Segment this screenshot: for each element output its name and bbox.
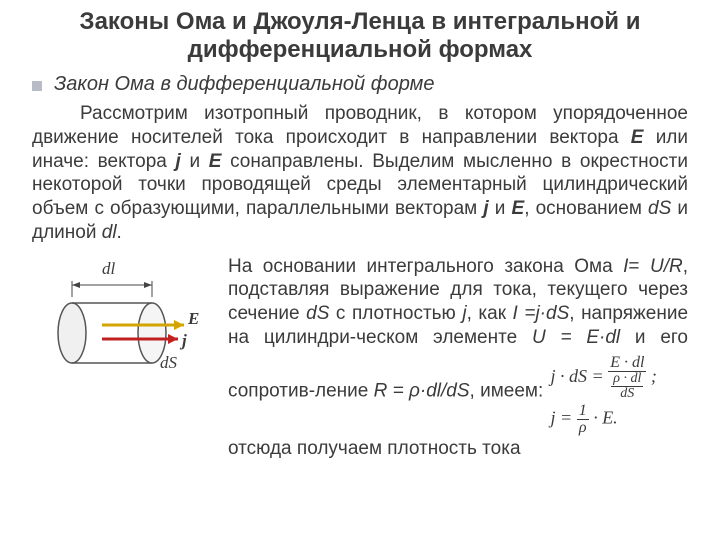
eq1-num: E · dl: [608, 355, 646, 372]
cylinder-svg: [32, 255, 212, 405]
eq2-den: ρ: [577, 420, 589, 436]
eq-line-2: j = 1 ρ · E.: [551, 403, 657, 436]
figure-cylinder: dl E j dS: [32, 255, 212, 405]
eq1-lhs: j · dS =: [551, 366, 604, 386]
eq1-semicolon: ;: [651, 366, 657, 386]
fig-label-j: j: [182, 331, 187, 351]
fig-label-E: E: [188, 309, 199, 329]
main-paragraph: Рассмотрим изотропный проводник, в котор…: [32, 102, 688, 245]
lower-text-column: На основании интегрального закона Ома I=…: [228, 255, 688, 461]
subtitle-row: Закон Ома в дифференциальной форме: [32, 73, 688, 96]
eq1-den-den: dS: [618, 387, 636, 401]
eq-line-1: j · dS = E · dl ρ · dl dS ;: [551, 355, 657, 401]
lower-section: dl E j dS На основании интегрального зак…: [32, 255, 688, 461]
equation-block: j · dS = E · dl ρ · dl dS ; j =: [551, 354, 657, 437]
eq2-frac: 1 ρ: [577, 403, 589, 436]
subtitle-text: Закон Ома в дифференциальной форме: [54, 73, 435, 96]
fig-label-dl: dl: [102, 259, 115, 279]
eq1-frac-inner: ρ · dl dS: [611, 372, 643, 401]
slide-title: Законы Ома и Джоуля-Ленца в интегральной…: [32, 8, 688, 63]
eq1-den: ρ · dl dS: [609, 372, 645, 401]
eq1-frac-outer: E · dl ρ · dl dS: [608, 355, 646, 401]
slide-root: Законы Ома и Джоуля-Ленца в интегральной…: [0, 0, 720, 540]
bullet-icon: [32, 81, 42, 91]
eq2-lhs: j =: [551, 407, 573, 427]
eq2-num: 1: [577, 403, 589, 420]
lower-tail: отсюда получаем плотность тока: [228, 438, 521, 459]
fig-label-dS: dS: [160, 353, 177, 373]
eq2-rhs: · E.: [593, 407, 618, 427]
eq1-den-num: ρ · dl: [611, 372, 643, 387]
